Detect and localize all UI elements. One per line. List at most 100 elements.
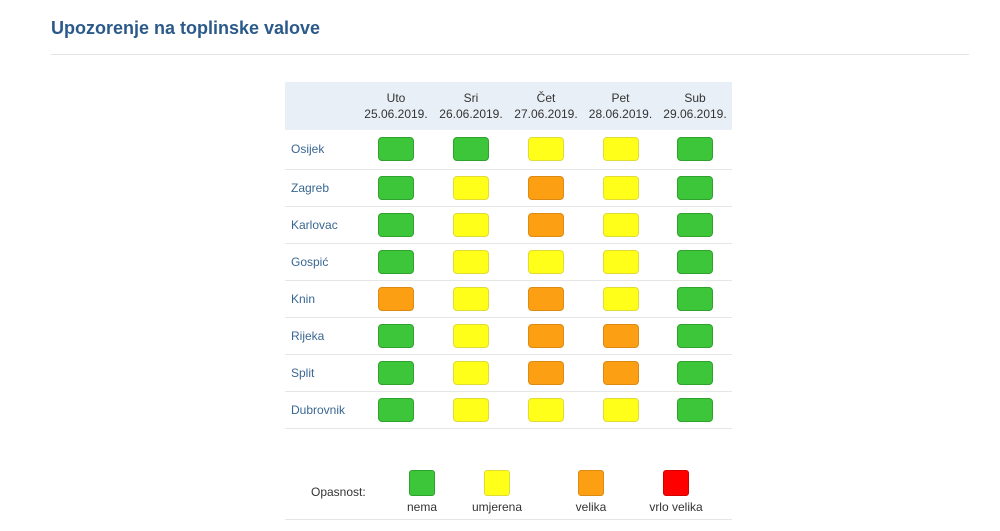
legend-label: Opasnost: xyxy=(311,485,366,499)
city-name: Knin xyxy=(291,291,316,306)
day-header: Čet 27.06.2019. xyxy=(509,82,583,130)
warning-level-nema xyxy=(677,397,713,422)
legend-item-label: umjerena xyxy=(471,500,523,514)
warning-cell xyxy=(433,317,509,354)
table-row: Knin xyxy=(285,280,732,317)
warning-level-nema xyxy=(378,212,414,237)
warning-cell xyxy=(433,243,509,280)
warning-cell xyxy=(583,391,658,428)
warning-level-nema xyxy=(378,397,414,422)
day-header: Sri 26.06.2019. xyxy=(433,82,509,130)
day-header: Uto 25.06.2019. xyxy=(359,82,433,130)
city-name: Split xyxy=(291,365,315,380)
table-row: Split xyxy=(285,354,732,391)
legend-swatch xyxy=(663,470,689,496)
legend-item-label: velika xyxy=(575,500,607,514)
legend-item-velika: velika xyxy=(551,470,631,514)
header-corner xyxy=(285,82,359,130)
day-date: 29.06.2019. xyxy=(663,107,727,121)
day-header: Pet 28.06.2019. xyxy=(583,82,658,130)
day-name: Čet xyxy=(536,91,556,105)
warning-level-umjerena xyxy=(453,212,489,237)
warning-cell xyxy=(433,130,509,169)
city-name: Gospić xyxy=(291,254,329,269)
day-date: 25.06.2019. xyxy=(364,107,428,121)
warning-level-nema xyxy=(378,249,414,274)
warning-cell xyxy=(359,391,433,428)
warning-level-nema xyxy=(378,360,414,385)
warning-cell xyxy=(509,317,583,354)
warning-level-umjerena xyxy=(528,397,564,422)
warning-level-nema xyxy=(378,175,414,200)
table-row: Karlovac xyxy=(285,206,732,243)
warning-level-umjerena xyxy=(453,249,489,274)
heatwave-warning-table: Uto 25.06.2019. Sri 26.06.2019. Čet 27.06.2… xyxy=(285,82,732,429)
warning-level-velika xyxy=(528,360,564,385)
table-row: Gospić xyxy=(285,243,732,280)
warning-cell xyxy=(658,280,732,317)
warning-cell xyxy=(658,130,732,169)
warning-cell xyxy=(583,169,658,206)
warning-cell xyxy=(359,206,433,243)
warning-cell xyxy=(583,354,658,391)
legend-swatch xyxy=(484,470,510,496)
day-name: Sub xyxy=(684,91,706,105)
warning-cell xyxy=(583,130,658,169)
day-name: Uto xyxy=(386,91,406,105)
warning-level-umjerena xyxy=(453,397,489,422)
warning-level-velika xyxy=(528,286,564,311)
title-divider xyxy=(51,54,969,55)
warning-cell xyxy=(359,354,433,391)
day-name: Pet xyxy=(611,91,630,105)
warning-level-nema xyxy=(453,137,489,162)
table-header-row: Uto 25.06.2019. Sri 26.06.2019. Čet 27.06.2… xyxy=(285,82,732,130)
warning-level-umjerena xyxy=(528,137,564,162)
warning-cell xyxy=(658,391,732,428)
legend-swatch xyxy=(409,470,435,496)
legend-swatch xyxy=(578,470,604,496)
warning-cell xyxy=(509,206,583,243)
city-name: Zagreb xyxy=(291,180,330,195)
table-row: Osijek xyxy=(285,130,732,169)
warning-cell xyxy=(658,243,732,280)
legend-item-nema: nema xyxy=(382,470,462,514)
table-row: Rijeka xyxy=(285,317,732,354)
warning-level-nema xyxy=(677,286,713,311)
warning-level-umjerena xyxy=(602,137,639,162)
warning-cell xyxy=(509,391,583,428)
page-title: Upozorenje na toplinske valove xyxy=(51,18,321,38)
warning-cell xyxy=(658,169,732,206)
warning-cell xyxy=(433,206,509,243)
warning-level-umjerena xyxy=(602,175,639,200)
warning-cell xyxy=(583,280,658,317)
warning-cell xyxy=(658,206,732,243)
warning-cell xyxy=(433,280,509,317)
warning-cell xyxy=(359,280,433,317)
warning-cell xyxy=(583,243,658,280)
legend-item-label: vrlo velika xyxy=(649,500,703,514)
warning-cell xyxy=(509,130,583,169)
legend-item-vrlo-velika: vrlo velika xyxy=(636,470,716,514)
warning-level-umjerena xyxy=(602,249,639,274)
warning-level-velika xyxy=(528,175,564,200)
warning-level-nema xyxy=(677,323,713,348)
warning-cell xyxy=(359,169,433,206)
warning-level-velika xyxy=(378,286,414,311)
warning-level-umjerena xyxy=(602,212,639,237)
warning-level-nema xyxy=(677,249,713,274)
legend-item-umjerena: umjerena xyxy=(457,470,537,514)
city-name: Osijek xyxy=(291,142,325,157)
warning-cell xyxy=(433,169,509,206)
city-name: Rijeka xyxy=(291,328,325,343)
table-row: Zagreb xyxy=(285,169,732,206)
warning-level-umjerena xyxy=(528,249,564,274)
warning-cell xyxy=(359,130,433,169)
warning-level-umjerena xyxy=(602,397,639,422)
warning-level-umjerena xyxy=(602,286,639,311)
day-date: 28.06.2019. xyxy=(588,107,653,121)
legend-item-label: nema xyxy=(406,500,438,514)
warning-cell xyxy=(433,354,509,391)
warning-cell xyxy=(658,354,732,391)
warning-level-umjerena xyxy=(453,175,489,200)
day-date: 27.06.2019. xyxy=(514,107,578,121)
